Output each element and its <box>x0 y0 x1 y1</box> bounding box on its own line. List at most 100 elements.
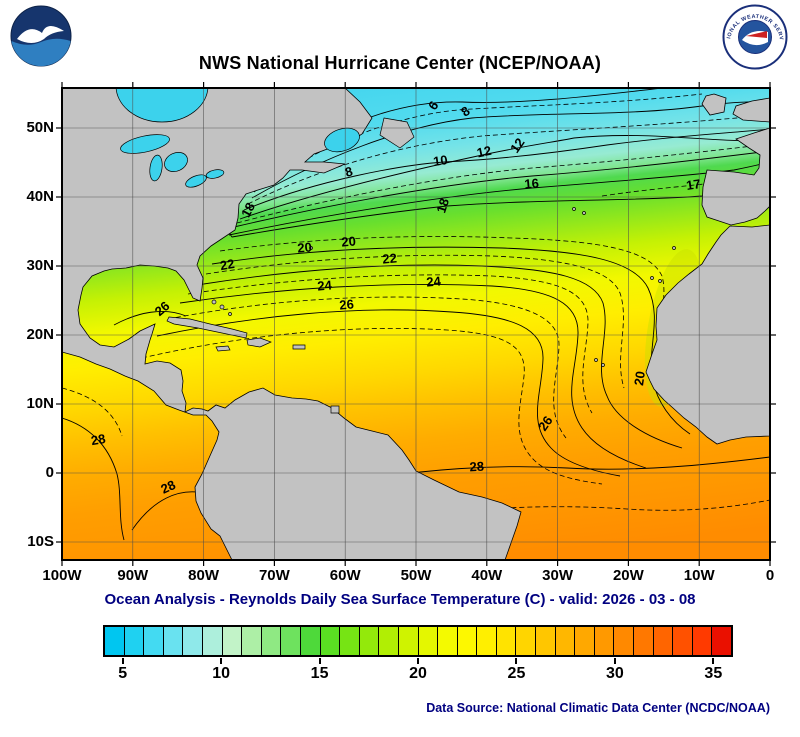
madeira <box>672 246 676 250</box>
colorbar-cell <box>496 627 517 655</box>
axis-ticks <box>56 82 776 566</box>
colorbar-cell <box>242 627 262 655</box>
colorbar-cell <box>692 627 713 655</box>
map-subtitle: Ocean Analysis - Reynolds Daily Sea Surf… <box>104 591 696 608</box>
contour-label: 28 <box>90 431 107 448</box>
colorbar-cell <box>379 627 399 655</box>
colorbar-tick-mark <box>318 658 321 664</box>
colorbar-cell <box>183 627 203 655</box>
contour-label: 22 <box>382 250 398 266</box>
colorbar-cell <box>457 627 478 655</box>
colorbar-cell <box>359 627 380 655</box>
lon-tick-label: 40W <box>471 567 503 584</box>
newfoundland <box>379 117 415 149</box>
hudson-bay <box>115 88 209 123</box>
trinidad <box>330 405 340 414</box>
bahamas <box>219 304 225 310</box>
contour-label: 8 <box>343 163 354 179</box>
contour-label: 12 <box>507 135 528 155</box>
contour-label: 17 <box>685 176 701 193</box>
noaa-emblem-icon <box>10 5 72 67</box>
lon-tick-label: 100W <box>42 567 82 584</box>
lon-tick-label: 0 <box>765 567 775 584</box>
nws-emblem-icon: NATIONAL WEATHER SERVICE <box>722 4 788 70</box>
colorbar-tick-label: 30 <box>605 665 624 682</box>
colorbar-cell <box>300 627 321 655</box>
contour-label: 24 <box>426 273 442 289</box>
nws-logo: NATIONAL WEATHER SERVICE <box>722 4 788 75</box>
colorbar-cell <box>536 627 556 655</box>
bermuda <box>309 246 313 250</box>
noaa-logo <box>10 5 72 72</box>
colorbar-tick-mark <box>220 658 223 664</box>
canary-islands <box>658 279 662 283</box>
azores <box>572 207 576 211</box>
colorbar-tick-mark <box>712 658 715 664</box>
bahamas <box>211 299 217 305</box>
colorbar-cell <box>320 627 341 655</box>
canary-islands <box>650 276 654 280</box>
bahamas <box>228 312 232 316</box>
colorbar-cell <box>477 627 497 655</box>
lon-tick-label: 70W <box>258 567 290 584</box>
colorbar-cell <box>144 627 164 655</box>
contour-label: 10 <box>432 152 448 169</box>
graticule <box>62 88 770 560</box>
lake-michigan <box>149 154 163 182</box>
colorbar-cell <box>222 627 243 655</box>
contour-label: 20 <box>631 370 648 386</box>
lat-tick-label: 30N <box>26 257 54 274</box>
lake-huron <box>164 152 188 172</box>
colorbar-cell <box>163 627 184 655</box>
lat-tick-label: 20N <box>26 326 54 343</box>
contour-label: 24 <box>317 277 333 293</box>
contour-label: 18 <box>433 196 452 214</box>
contour-label: 18 <box>238 200 258 220</box>
lon-tick-label: 80W <box>188 567 220 584</box>
puerto-rico <box>292 344 306 350</box>
contour-label: 26 <box>339 296 355 312</box>
colorbar-cell <box>418 627 439 655</box>
contour-label: 28 <box>158 477 177 497</box>
colorbar-cell <box>594 627 615 655</box>
colorbar-tick-label: 5 <box>118 665 128 682</box>
colorbar-cell <box>202 627 223 655</box>
iberia-france-landmass <box>701 127 770 226</box>
cape-verde <box>594 358 598 362</box>
colorbar-cell <box>438 627 458 655</box>
colorbar-cell <box>105 627 125 655</box>
contour-label: 28 <box>469 459 484 475</box>
colorbar-tick-label: 10 <box>212 665 231 682</box>
colorbar-cell <box>281 627 301 655</box>
colorbar-cell <box>673 627 693 655</box>
americas-landmass <box>62 88 522 560</box>
lon-tick-label: 10W <box>683 567 715 584</box>
colorbar-cell <box>261 627 282 655</box>
lon-tick-label: 20W <box>612 567 644 584</box>
lon-tick-label: 30W <box>542 567 574 584</box>
lake-erie <box>185 174 207 188</box>
contour-label: 20 <box>341 233 357 249</box>
colorbar-cell <box>614 627 635 655</box>
colorbar-tick-mark <box>121 658 124 664</box>
colorbar-cell <box>653 627 674 655</box>
colorbar-cell <box>634 627 654 655</box>
colorbar-cell <box>712 627 731 655</box>
africa-landmass <box>645 224 770 445</box>
colorbar-cell <box>516 627 537 655</box>
data-source-note: Data Source: National Climatic Data Cent… <box>426 701 770 715</box>
colorbar-tick-mark <box>515 658 518 664</box>
lake-ontario <box>205 169 225 179</box>
colorbar-tick-mark <box>417 658 419 664</box>
page-title: NWS National Hurricane Center (NCEP/NOAA… <box>198 53 602 73</box>
lon-tick-label: 50W <box>400 567 432 584</box>
cape-verde <box>601 363 605 367</box>
hispaniola <box>246 337 272 348</box>
lat-tick-label: 50N <box>26 119 54 136</box>
colorbar-tick-label: 25 <box>507 665 526 682</box>
contour-label: 12 <box>475 143 492 161</box>
colorbar-cell <box>575 627 595 655</box>
lat-tick-label: 0 <box>45 464 54 481</box>
